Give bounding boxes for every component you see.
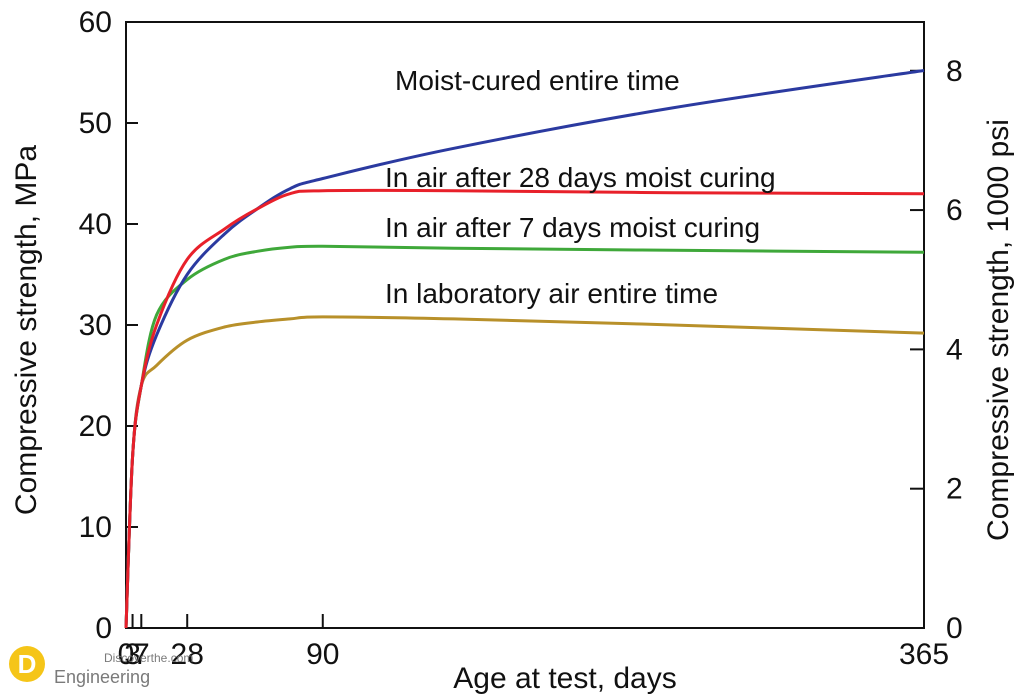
x-axis-title: Age at test, days — [453, 662, 676, 695]
x-tick-label: 28 — [171, 638, 204, 671]
watermark: D Discoverthe.com Engineering — [9, 646, 193, 687]
y-tick-label: 20 — [79, 410, 112, 443]
x-tick-label: 90 — [306, 638, 339, 671]
series-label-moist-cured: Moist-cured entire time — [395, 65, 680, 96]
y2-tick-label: 8 — [946, 55, 963, 88]
y-axis-title: Compressive strength, MPa — [10, 145, 43, 515]
x-tick-label: 365 — [899, 638, 949, 671]
series-lines — [124, 69, 925, 629]
axis-ticks — [126, 69, 924, 628]
y2-tick-label: 2 — [946, 473, 963, 506]
y-axis-tick-labels: 0 10 20 30 40 50 60 — [79, 6, 112, 645]
watermark-logo-letter: D — [18, 649, 37, 679]
y2-tick-label: 6 — [946, 194, 963, 227]
series-label-lab-air: In laboratory air entire time — [385, 278, 718, 309]
watermark-logo-icon — [9, 646, 45, 682]
y2-axis-tick-labels: 0 2 4 6 8 — [946, 55, 963, 645]
y-tick-label: 0 — [95, 612, 112, 645]
watermark-line2: Engineering — [54, 667, 150, 687]
series-line-1 — [124, 188, 925, 629]
series-line-0 — [124, 69, 925, 629]
series-label-7-days: In air after 7 days moist curing — [385, 212, 760, 243]
x-tick-label: 3 — [124, 638, 141, 671]
watermark-line1: Discoverthe.com — [104, 651, 193, 665]
y2-tick-label: 0 — [946, 612, 963, 645]
plot-area-border — [125, 21, 925, 629]
y2-axis-title: Compressive strength, 1000 psi — [982, 119, 1015, 541]
x-axis-tick-labels: 037 28 90 365 — [118, 638, 949, 671]
y-tick-label: 30 — [79, 309, 112, 342]
series-label-28-days: In air after 28 days moist curing — [385, 162, 776, 193]
x-tick-label: 7 — [133, 638, 150, 671]
series-line-3 — [124, 315, 925, 629]
y-tick-label: 10 — [79, 511, 112, 544]
plot-frame — [125, 21, 925, 629]
y2-tick-label: 4 — [946, 333, 963, 366]
y-tick-label: 60 — [79, 6, 112, 39]
x-tick-label: 0 — [118, 638, 135, 671]
y-tick-label: 50 — [79, 107, 112, 140]
y-tick-label: 40 — [79, 208, 112, 241]
